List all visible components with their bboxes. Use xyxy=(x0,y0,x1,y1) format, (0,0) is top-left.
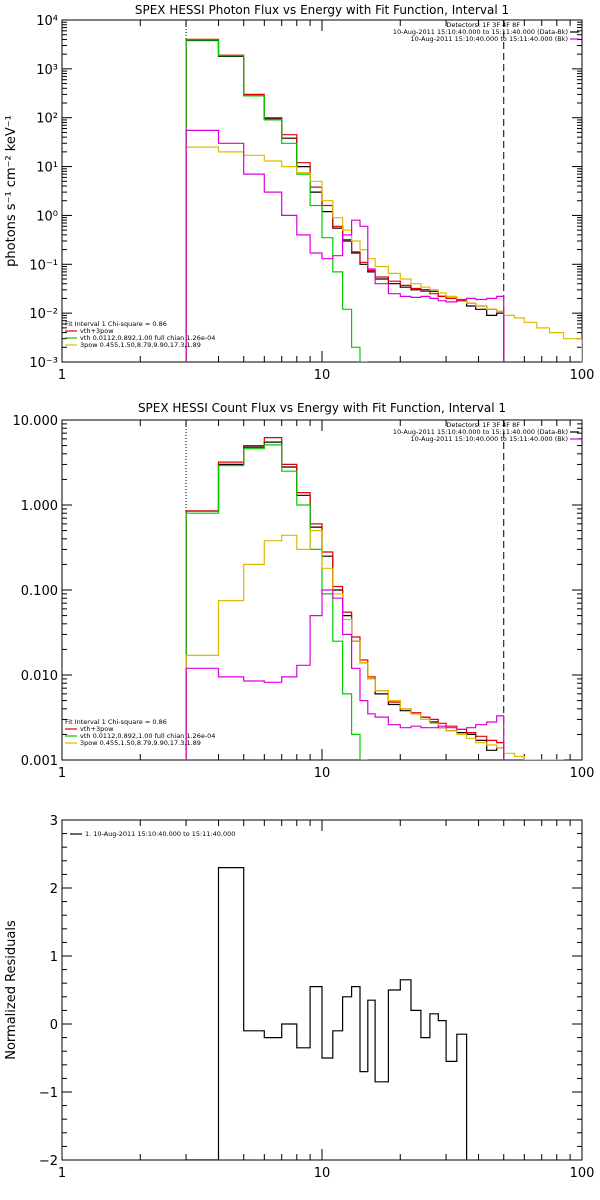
data-area xyxy=(185,437,564,760)
series-line-2 xyxy=(185,437,505,760)
y-tick-label: 10¹ xyxy=(36,161,58,176)
chart-panel-3: 1 10 100 −2 −1 0 1 2 3 Normalized Residuals 1. 10-… xyxy=(4,814,594,1181)
y-tick-label: 2 xyxy=(50,882,58,897)
y-tick-label: 1 xyxy=(50,950,58,965)
data-area xyxy=(185,38,582,362)
legend-top-entry: 10-Aug-2011 15:10:40.000 to 15:11:40.000… xyxy=(411,435,568,443)
legend-fit-header: Fit Interval 1 Chi-square = 0.86 xyxy=(65,320,167,328)
series-line-3 xyxy=(185,39,368,362)
x-tick-label: 100 xyxy=(570,766,595,781)
legend-entry: vth 0.0112,0.892,1.00 full chian 1.26e-0… xyxy=(80,334,215,342)
y-tick-label: 10² xyxy=(36,112,58,127)
y-tick-label: 10.000 xyxy=(13,414,59,429)
x-tick-label: 10 xyxy=(314,766,331,781)
plot-frame xyxy=(61,19,583,363)
y-tick-label: 10⁻² xyxy=(29,307,58,322)
y-tick-label: 10⁰ xyxy=(36,209,58,224)
x-tick-label: 1 xyxy=(58,1166,66,1181)
series-line-1 xyxy=(186,867,468,1160)
chart-title: SPEX HESSI Photon Flux vs Energy with Fi… xyxy=(135,3,509,17)
y-tick-label: 0.001 xyxy=(21,754,58,769)
y-axis-label: photons s⁻¹ cm⁻² keV⁻¹ xyxy=(4,115,19,267)
series-line-5 xyxy=(185,589,505,760)
legend-entry: 3pow 0.455,1.50,8.79,9.90,17.3,1.89 xyxy=(80,739,201,747)
legend-top-entry: Detectors: 1F 3F 4F 8F xyxy=(446,21,520,29)
series-line-2 xyxy=(185,38,505,362)
y-tick-label: 10³ xyxy=(36,63,58,78)
legend-top-entry: Detectors: 1F 3F 4F 8F xyxy=(446,421,520,429)
legend-entry: 1. 10-Aug-2011 15:10:40.000 to 15:11:40.… xyxy=(85,830,235,838)
legend-entry: vth+3pow xyxy=(80,725,114,733)
series-line-5 xyxy=(185,129,505,362)
y-tick-label: 1.000 xyxy=(21,499,58,514)
y-tick-label: 10⁴ xyxy=(36,14,58,29)
legend-top-entry: 10-Aug-2011 15:10:40.000 to 15:11:40.000… xyxy=(411,35,568,43)
y-axis-label: Normalized Residuals xyxy=(4,920,19,1060)
y-tick-label: 0.010 xyxy=(21,669,58,684)
x-tick-label: 1 xyxy=(58,766,66,781)
chart-panel-1: SPEX HESSI Photon Flux vs Energy with Fi… xyxy=(4,3,594,383)
plot-frame xyxy=(61,819,583,1161)
series-line-4 xyxy=(185,530,564,760)
y-tick-label: −1 xyxy=(39,1086,58,1101)
legend-bottom: Fit Interval 1 Chi-square = 0.86vth+3pow… xyxy=(65,320,215,349)
legend-entry: 3pow 0.455,1.50,8.79,9.90,17.3,1.89 xyxy=(80,341,201,349)
chart-title: SPEX HESSI Count Flux vs Energy with Fit… xyxy=(138,401,506,415)
legend-top: 1. 10-Aug-2011 15:10:40.000 to 15:11:40.… xyxy=(70,830,235,838)
data-area xyxy=(186,867,468,1160)
plot-frame xyxy=(61,419,583,761)
series-line-4 xyxy=(185,146,582,362)
x-tick-label: 1 xyxy=(58,368,66,383)
x-tick-label: 10 xyxy=(314,1166,331,1181)
legend-bottom: Fit Interval 1 Chi-square = 0.86vth+3pow… xyxy=(65,718,215,747)
series-line-1 xyxy=(185,39,505,362)
y-tick-label: 0 xyxy=(50,1018,58,1033)
x-tick-label: 100 xyxy=(570,368,595,383)
y-tick-label: 0.100 xyxy=(21,584,58,599)
legend-fit-header: Fit Interval 1 Chi-square = 0.86 xyxy=(65,718,167,726)
y-tick-label: 10⁻¹ xyxy=(29,258,58,273)
legend-entry: vth 0.0112,0.892,1.00 full chian 1.26e-0… xyxy=(80,732,215,740)
chart-panel-2: SPEX HESSI Count Flux vs Energy with Fit… xyxy=(13,401,595,781)
legend-entry: vth+3pow xyxy=(80,327,114,335)
x-tick-label: 10 xyxy=(314,368,331,383)
legend-top-entry: 10-Aug-2011 15:10:40.000 to 15:11:40.000… xyxy=(393,28,568,36)
legend-top-entry: 10-Aug-2011 15:10:40.000 to 15:11:40.000… xyxy=(393,428,568,436)
y-tick-label: 10⁻³ xyxy=(29,356,58,371)
x-tick-label: 100 xyxy=(570,1166,595,1181)
series-line-3 xyxy=(185,444,368,760)
y-tick-label: −2 xyxy=(39,1154,58,1169)
y-tick-label: 3 xyxy=(50,814,58,829)
